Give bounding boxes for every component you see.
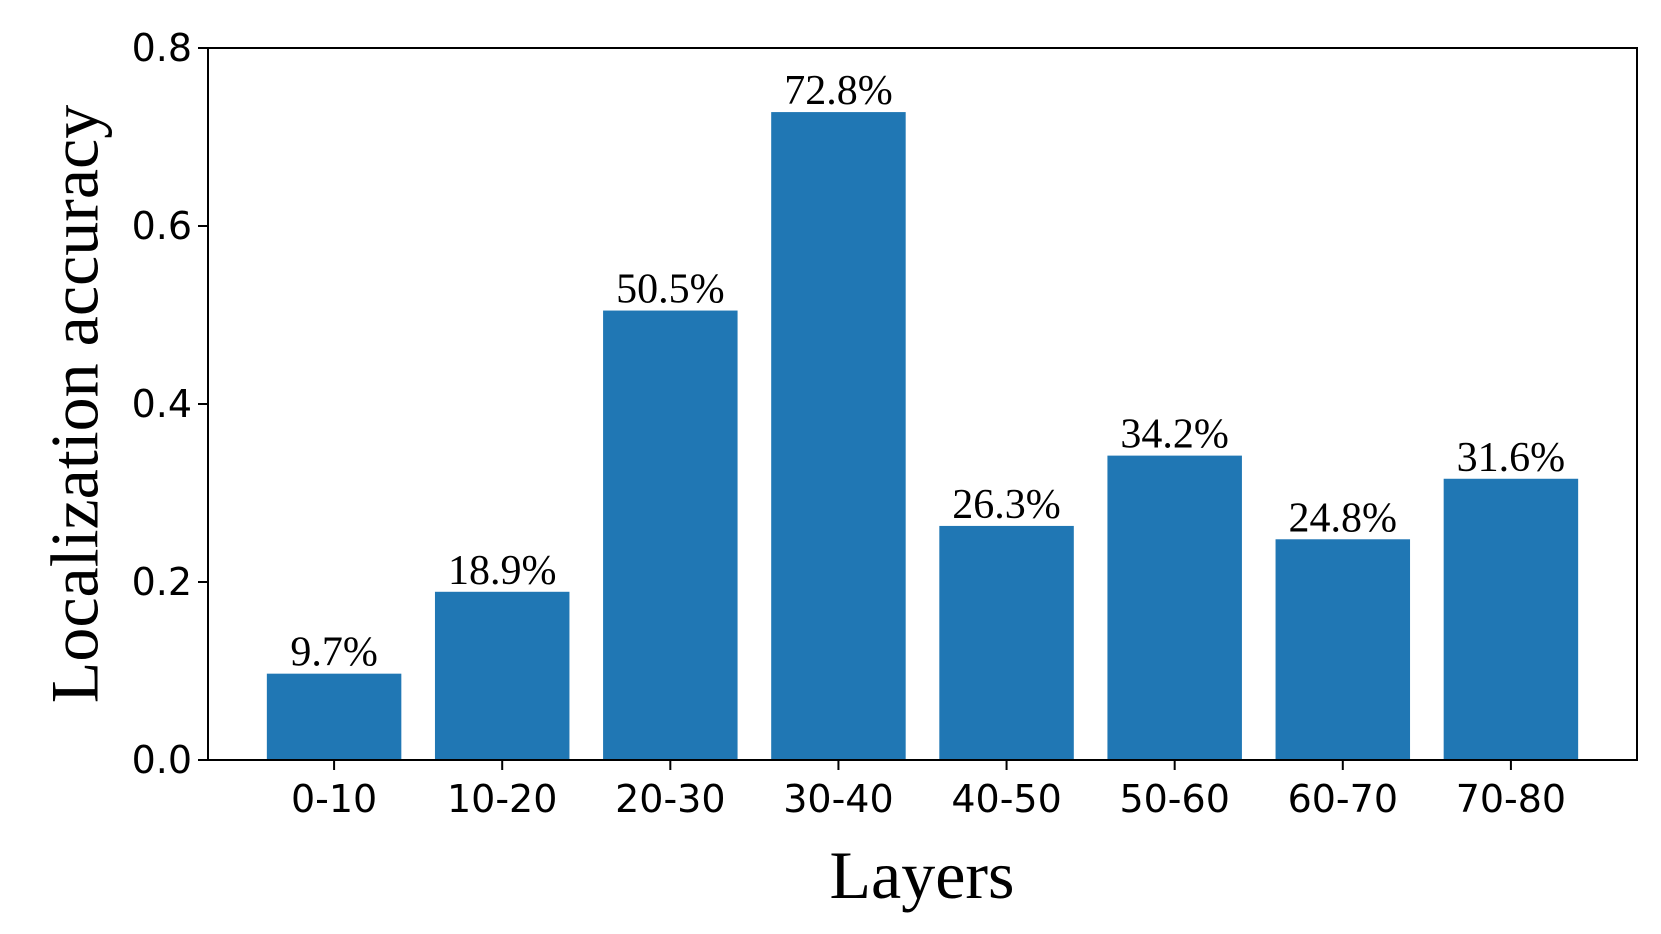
y-axis-label: Localization accuracy <box>37 105 113 703</box>
bar <box>939 525 1074 760</box>
y-tick-label: 0.0 <box>132 738 192 782</box>
x-tick-label: 20-30 <box>615 777 725 821</box>
bar <box>603 310 738 760</box>
value-label: 9.7% <box>290 630 378 676</box>
bar <box>771 112 906 760</box>
bar <box>1443 478 1579 760</box>
y-tick-label: 0.8 <box>132 26 192 70</box>
x-tick-label: 0-10 <box>291 777 377 821</box>
x-tick-label: 50-60 <box>1119 777 1229 821</box>
y-tick-label: 0.2 <box>132 560 192 604</box>
x-tick-label: 40-50 <box>951 777 1061 821</box>
x-tick-label: 70-80 <box>1456 777 1566 821</box>
bar <box>1275 539 1411 760</box>
y-tick-label: 0.4 <box>132 382 192 426</box>
value-label: 18.9% <box>448 548 557 594</box>
bar <box>434 591 570 760</box>
plot-frame <box>207 47 1638 761</box>
x-axis-label: Layers <box>829 837 1014 913</box>
x-tick-label: 10-20 <box>447 777 557 821</box>
x-tick-label: 60-70 <box>1288 777 1398 821</box>
bar <box>266 673 402 760</box>
value-label: 31.6% <box>1457 435 1566 481</box>
x-tick-label: 30-40 <box>783 777 893 821</box>
value-label: 24.8% <box>1289 495 1398 541</box>
value-label: 26.3% <box>952 482 1061 528</box>
value-label: 50.5% <box>616 267 725 313</box>
y-tick-label: 0.6 <box>132 204 192 248</box>
value-label: 34.2% <box>1120 412 1229 458</box>
value-label: 72.8% <box>784 68 893 114</box>
bar <box>1107 455 1242 760</box>
